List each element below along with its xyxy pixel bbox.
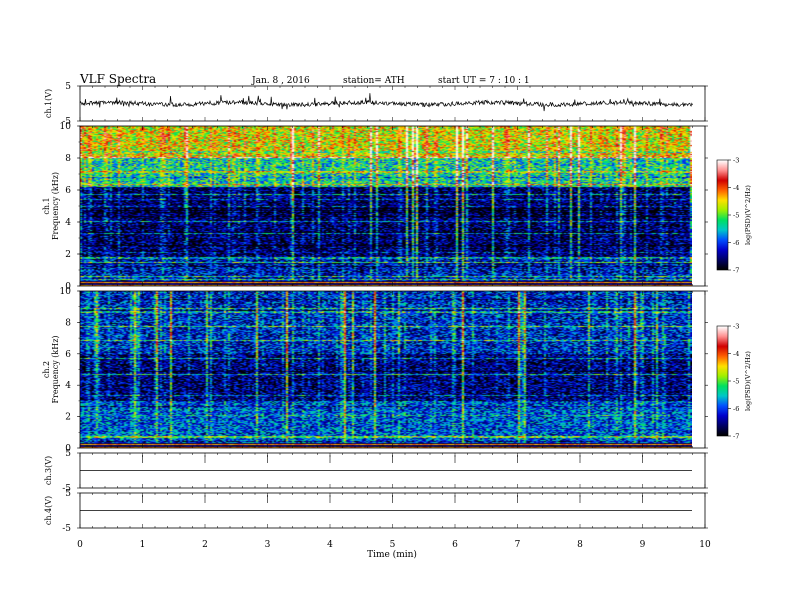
- ch2-spectrogram-ylabel-line2: Frequency (kHz): [51, 335, 60, 403]
- ch1-colorbar-tick-label: -4: [733, 184, 739, 192]
- ch2-spectrogram-ytick-label: 10: [60, 287, 72, 297]
- ch1-spectrogram-ytick-label: 2: [65, 250, 71, 260]
- ch1-spectrogram-ytick-label: 4: [65, 218, 71, 228]
- ch4-waveform-ylabel: ch.4(V): [44, 496, 53, 525]
- ch2-colorbar-tick-label: -5: [733, 378, 739, 386]
- ch1-waveform-ylabel: ch.1(V): [44, 89, 53, 118]
- ch1-colorbar-tick-label: -3: [733, 157, 739, 165]
- ch1-spectrogram-ylabel-line1: ch.1: [42, 197, 51, 214]
- start-time-label: start UT = 7 : 10 : 1: [438, 76, 530, 86]
- ch1-colorbar-label: log(PSD)(V^2/Hz): [744, 185, 752, 245]
- ch1-colorbar-tick-label: -5: [733, 212, 739, 220]
- ch2-spectrogram-ytick-label: 2: [65, 413, 71, 423]
- ch2-colorbar: [717, 326, 728, 436]
- x-axis-label: Time (min): [367, 549, 417, 560]
- x-tick-label: 4: [327, 540, 333, 550]
- ch2-colorbar-tick-label: -4: [733, 350, 739, 358]
- ch1-waveform-frame: [79, 85, 706, 122]
- figure-title: VLF Spectra: [79, 72, 156, 86]
- ch1-spectrogram-ytick-label: 10: [60, 122, 72, 132]
- x-tick-label: 7: [515, 540, 521, 550]
- x-tick-label: 9: [640, 540, 646, 550]
- date-label: Jan. 8 , 2016: [251, 76, 310, 86]
- ch1-spectrogram-ytick-label: 0: [65, 282, 71, 292]
- ch2-spectrogram-image: [80, 291, 692, 448]
- ch2-spectrogram-ytick-label: 4: [65, 381, 71, 391]
- ch2-colorbar-tick-label: -7: [733, 433, 739, 441]
- ch2-spectrogram-ytick-label: 6: [65, 350, 71, 360]
- ch1-waveform-line: [79, 93, 693, 112]
- ch1-spectrogram-image: [80, 126, 692, 286]
- ch2-spectrogram-ytick-label: 8: [65, 318, 71, 328]
- ch1-colorbar: [717, 160, 728, 270]
- x-tick-label: 5: [390, 540, 396, 550]
- x-tick-label: 8: [577, 540, 583, 550]
- x-tick-label: 0: [77, 540, 83, 550]
- ch2-colorbar-label: log(PSD)(V^2/Hz): [744, 351, 752, 411]
- station-label: station= ATH: [343, 76, 405, 86]
- ch2-colorbar-tick-label: -3: [733, 323, 739, 331]
- x-tick-label: 2: [202, 540, 208, 550]
- ch2-spectrogram-ytick-label: 0: [65, 444, 71, 454]
- ch3-waveform-ylabel: ch.3(V): [44, 456, 53, 485]
- ch1-waveform-ytick-label: -5: [62, 117, 71, 127]
- ch1-waveform-ytick-label: 5: [65, 82, 71, 92]
- ch1-spectrogram-ytick-label: 6: [65, 186, 71, 196]
- x-tick-label: 6: [452, 540, 458, 550]
- ch3-waveform-ytick-label: 5: [65, 449, 71, 459]
- ch3-waveform-ytick-label: -5: [62, 484, 71, 494]
- ch1-spectrogram-ytick-label: 8: [65, 154, 71, 164]
- ch4-waveform-ytick-label: 5: [65, 489, 71, 499]
- x-tick-label: 3: [265, 540, 271, 550]
- ch2-colorbar-tick-label: -6: [733, 405, 739, 413]
- ch1-spectrogram-ylabel-line2: Frequency (kHz): [51, 172, 60, 240]
- x-tick-label: 1: [140, 540, 146, 550]
- ch1-colorbar-tick-label: -6: [733, 239, 739, 247]
- ch4-waveform-ytick-label: -5: [62, 524, 71, 534]
- ch1-colorbar-tick-label: -7: [733, 267, 739, 275]
- x-tick-label: 10: [699, 540, 711, 550]
- ch2-spectrogram-ylabel-line1: ch.2: [42, 361, 51, 378]
